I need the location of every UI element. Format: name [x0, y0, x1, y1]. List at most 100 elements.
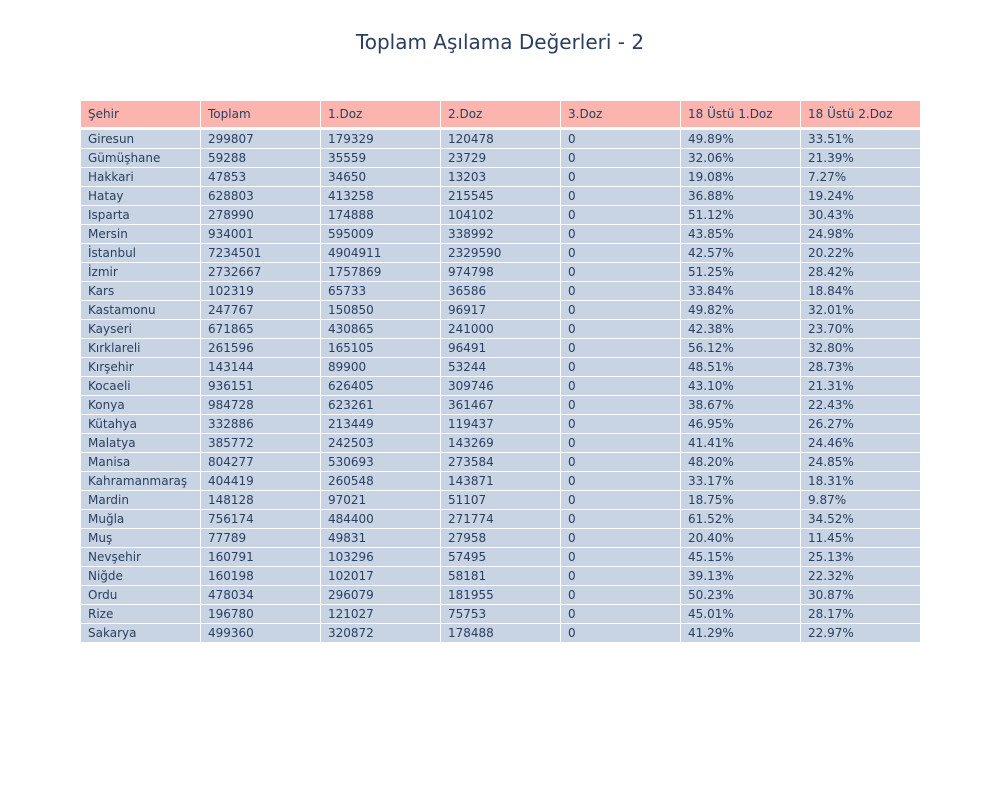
table-cell: 24.98% [800, 224, 921, 244]
table-cell: 11.45% [800, 528, 921, 548]
table-cell: 0 [560, 509, 681, 529]
table-cell: 0 [560, 566, 681, 586]
table-row: Muş 77789 49831 27958 0 20.40% 11.45% [80, 528, 921, 548]
table-cell: 58181 [440, 566, 561, 586]
table-cell: 28.17% [800, 604, 921, 624]
table-cell: 0 [560, 338, 681, 358]
table-cell: Sakarya [80, 623, 201, 643]
table-cell: 61.52% [680, 509, 801, 529]
table-row: Mersin 934001 595009 338992 0 43.85% 24.98% [80, 224, 921, 244]
table-cell: 174888 [320, 205, 441, 225]
table-cell: 51.25% [680, 262, 801, 282]
table-cell: 22.32% [800, 566, 921, 586]
table-cell: 45.01% [680, 604, 801, 624]
table-cell: 49.89% [680, 129, 801, 149]
table-cell: 430865 [320, 319, 441, 339]
table-cell: 934001 [200, 224, 321, 244]
table-row: Kocaeli 936151 626405 309746 0 43.10% 21.31% [80, 376, 921, 396]
table-cell: 148128 [200, 490, 321, 510]
table-cell: 47853 [200, 167, 321, 187]
table-row: Isparta 278990 174888 104102 0 51.12% 30.43% [80, 205, 921, 225]
table-row: Hatay 628803 413258 215545 0 36.88% 19.24% [80, 186, 921, 206]
table-cell: 0 [560, 471, 681, 491]
table-cell: 51.12% [680, 205, 801, 225]
table-cell: Malatya [80, 433, 201, 453]
table-cell: 0 [560, 528, 681, 548]
table-cell: 150850 [320, 300, 441, 320]
table-cell: 102319 [200, 281, 321, 301]
table-cell: 2732667 [200, 262, 321, 282]
table-cell: Manisa [80, 452, 201, 472]
table-cell: 338992 [440, 224, 561, 244]
table-cell: 974798 [440, 262, 561, 282]
table-cell: 59288 [200, 148, 321, 168]
table-cell: 0 [560, 585, 681, 605]
table-cell: 32.06% [680, 148, 801, 168]
table-cell: 49.82% [680, 300, 801, 320]
table-cell: 0 [560, 623, 681, 643]
table-cell: 404419 [200, 471, 321, 491]
table-row: Muğla 756174 484400 271774 0 61.52% 34.52% [80, 509, 921, 529]
table-cell: 299807 [200, 129, 321, 149]
table-row: Niğde 160198 102017 58181 0 39.13% 22.32% [80, 566, 921, 586]
table-cell: 178488 [440, 623, 561, 643]
table-cell: 595009 [320, 224, 441, 244]
table-cell: 21.31% [800, 376, 921, 396]
table-cell: 143269 [440, 433, 561, 453]
table-row: Giresun 299807 179329 120478 0 49.89% 33.51% [80, 129, 921, 149]
table-row: Kastamonu 247767 150850 96917 0 49.82% 32.01% [80, 300, 921, 320]
table-cell: İzmir [80, 262, 201, 282]
table-cell: 530693 [320, 452, 441, 472]
table-cell: 160791 [200, 547, 321, 567]
table-cell: 936151 [200, 376, 321, 396]
table-cell: 0 [560, 167, 681, 187]
table-cell: 49831 [320, 528, 441, 548]
table-cell: 102017 [320, 566, 441, 586]
table-row: Konya 984728 623261 361467 0 38.67% 22.43% [80, 395, 921, 415]
table-cell: Kütahya [80, 414, 201, 434]
table-cell: 46.95% [680, 414, 801, 434]
table-cell: Ordu [80, 585, 201, 605]
table-cell: 96917 [440, 300, 561, 320]
table-cell: 36.88% [680, 186, 801, 206]
table-cell: 484400 [320, 509, 441, 529]
table-row: Kahramanmaraş 404419 260548 143871 0 33.17% 18… [80, 471, 921, 491]
table-cell: 179329 [320, 129, 441, 149]
table-cell: 804277 [200, 452, 321, 472]
table-cell: Mardin [80, 490, 201, 510]
chart-title: Toplam Aşılama Değerleri - 2 [355, 30, 645, 54]
table-cell: İstanbul [80, 243, 201, 263]
table-cell: 43.85% [680, 224, 801, 244]
table-cell: 196780 [200, 604, 321, 624]
table-cell: 0 [560, 129, 681, 149]
table-cell: 0 [560, 300, 681, 320]
table-cell: 241000 [440, 319, 561, 339]
table-cell: 0 [560, 433, 681, 453]
table-cell: 215545 [440, 186, 561, 206]
table-cell: 33.17% [680, 471, 801, 491]
table-cell: 26.27% [800, 414, 921, 434]
table-cell: Kırklareli [80, 338, 201, 358]
table-cell: 165105 [320, 338, 441, 358]
table-cell: 260548 [320, 471, 441, 491]
table-row: Mardin 148128 97021 51107 0 18.75% 9.87% [80, 490, 921, 510]
table-cell: 18.75% [680, 490, 801, 510]
table-cell: 361467 [440, 395, 561, 415]
table-cell: 28.73% [800, 357, 921, 377]
table-cell: Kastamonu [80, 300, 201, 320]
table-cell: 50.23% [680, 585, 801, 605]
table-cell: 296079 [320, 585, 441, 605]
table-cell: 36586 [440, 281, 561, 301]
table-cell: 32.80% [800, 338, 921, 358]
table-cell: Kahramanmaraş [80, 471, 201, 491]
column-header: 2.Doz [440, 100, 561, 128]
table-cell: 34.52% [800, 509, 921, 529]
table-cell: 271774 [440, 509, 561, 529]
table-cell: 0 [560, 547, 681, 567]
table-cell: 35559 [320, 148, 441, 168]
table-cell: 23.70% [800, 319, 921, 339]
table-cell: 27958 [440, 528, 561, 548]
table-cell: 181955 [440, 585, 561, 605]
table-cell: 332886 [200, 414, 321, 434]
table-cell: 41.29% [680, 623, 801, 643]
